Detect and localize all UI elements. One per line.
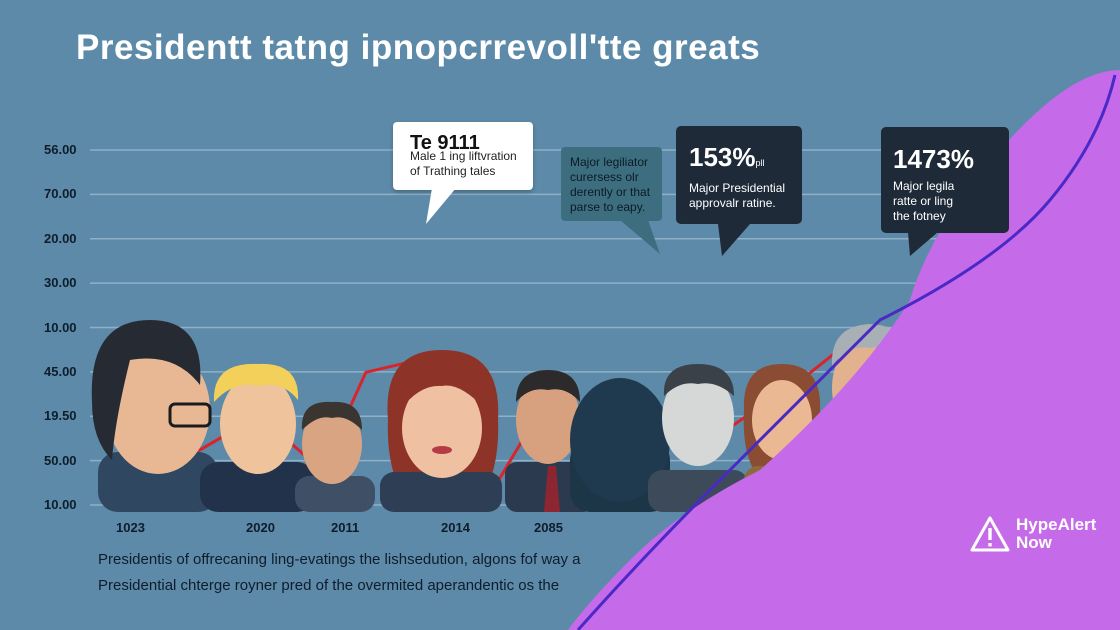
annotation-2-pointer bbox=[620, 220, 660, 254]
annotation-2-body: Major legiliator curersess olr derently … bbox=[570, 155, 651, 214]
crowd-illustration bbox=[91, 320, 911, 512]
footnote-2: Presidential chterge royner pred of the … bbox=[98, 577, 560, 594]
y-tick-label: 50.00 bbox=[44, 452, 77, 468]
annotation-3-suffix: pll bbox=[755, 158, 765, 168]
x-tick-label: 2020 bbox=[246, 520, 275, 535]
y-tick-label: 10.00 bbox=[44, 319, 77, 335]
warning-triangle-icon bbox=[970, 516, 1010, 552]
annotation-callout-2: Major legiliator curersess olr derently … bbox=[561, 147, 662, 221]
y-tick-label: 30.00 bbox=[44, 275, 77, 291]
annotation-4-body: Major legila ratte or ling the fotney bbox=[893, 179, 955, 223]
chart-title: Presidentt tatng ipnopcrrevoll'tte great… bbox=[76, 28, 761, 67]
x-tick-label: 2014 bbox=[441, 520, 470, 535]
brand-logo: HypeAlert Now bbox=[970, 515, 1096, 553]
annotation-callout-1: Te 9111 Male 1 ing liftvration of Trathi… bbox=[393, 122, 533, 190]
annotation-1-pointer bbox=[426, 188, 456, 224]
face-young-man bbox=[295, 401, 375, 512]
x-tick-label: 1023 bbox=[116, 520, 145, 535]
y-tick-label: 20.00 bbox=[44, 230, 77, 246]
annotation-3-pointer bbox=[718, 224, 750, 256]
face-silhouette bbox=[570, 378, 670, 512]
y-tick-label: 10.00 bbox=[44, 497, 77, 512]
annotation-callout-4: 1473% Major legila ratte or ling the fot… bbox=[881, 127, 1009, 233]
x-tick-label: 2085 bbox=[534, 520, 563, 535]
brand-name: HypeAlert Now bbox=[1016, 515, 1097, 552]
annotation-4-title: 1473% bbox=[893, 144, 974, 174]
y-tick-label: 19.50 bbox=[44, 408, 77, 424]
annotation-1-body: Male 1 ing liftvration of Trathing tales bbox=[410, 149, 517, 178]
x-tick-label: 2011 bbox=[331, 520, 360, 535]
y-tick-label: 70.00 bbox=[44, 186, 77, 202]
y-tick-label: 56.00 bbox=[44, 142, 77, 157]
face-dark-hair-glasses bbox=[91, 320, 218, 512]
annotation-4-pointer bbox=[908, 232, 938, 256]
footnote-1: Presidentis of offrecaning ling-evatings… bbox=[98, 551, 581, 568]
annotation-3-body: Major Presidential approvalr ratine. bbox=[689, 181, 786, 210]
annotation-1-title: Te 9111 bbox=[410, 132, 480, 154]
face-red-haired-woman bbox=[380, 350, 502, 512]
annotation-3-title: 153%pll bbox=[689, 142, 765, 172]
annotation-callout-3: 153%pll Major Presidential approvalr rat… bbox=[676, 126, 802, 224]
face-blonde-man bbox=[200, 363, 315, 512]
y-tick-label: 45.00 bbox=[44, 363, 77, 379]
